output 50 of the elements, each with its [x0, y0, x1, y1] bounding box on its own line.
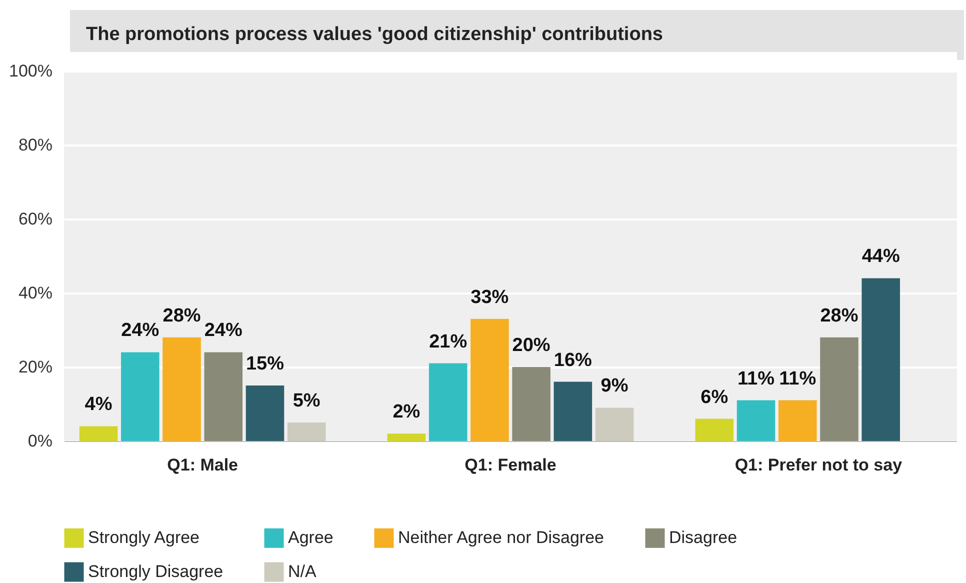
data-label: 21% — [429, 331, 468, 352]
bar — [287, 422, 326, 441]
data-label: 2% — [392, 402, 420, 423]
data-label: 5% — [292, 390, 320, 412]
chart-title: The promotions process values 'good citizenship' contributions — [70, 10, 964, 60]
data-label: 4% — [84, 394, 112, 416]
bar — [512, 367, 550, 441]
bar — [595, 408, 634, 441]
data-label: 44% — [862, 246, 900, 268]
bar — [554, 382, 592, 441]
legend-label: Neither Agree nor Disagree — [398, 528, 604, 548]
bar — [862, 278, 900, 441]
y-tick-label: 0% — [28, 432, 52, 450]
bar — [387, 434, 426, 441]
y-tick-label: 60% — [18, 210, 52, 228]
bar — [121, 352, 160, 441]
y-tick-label: 20% — [18, 358, 52, 376]
legend-label: Agree — [288, 528, 334, 548]
x-tick-label: Q1: Prefer not to say — [734, 456, 903, 474]
data-label: 33% — [470, 286, 509, 308]
bar — [820, 337, 858, 441]
legend-label: Disagree — [669, 528, 738, 548]
data-label: 9% — [600, 376, 628, 397]
data-label: 24% — [121, 320, 160, 342]
legend-label: N/A — [288, 562, 317, 581]
y-tick-label: 80% — [18, 136, 52, 154]
bar — [204, 352, 243, 441]
y-tick-label: 40% — [18, 284, 52, 302]
bar — [778, 400, 817, 441]
data-label: 16% — [554, 350, 592, 371]
data-label: 11% — [779, 368, 816, 390]
legend-label: Strongly Agree — [88, 528, 200, 548]
bar — [470, 318, 509, 441]
data-label: 28% — [820, 305, 858, 326]
data-label: 20% — [512, 335, 550, 356]
data-label: 6% — [700, 386, 728, 408]
legend-label: Strongly Disagree — [88, 562, 224, 581]
data-label: 28% — [162, 305, 201, 326]
bar — [428, 363, 468, 441]
x-tick-label: Q1: Female — [464, 456, 556, 474]
data-label: 15% — [246, 354, 284, 374]
bar — [79, 426, 118, 441]
data-label: 24% — [204, 320, 242, 342]
bar — [246, 386, 284, 441]
bar — [695, 418, 734, 441]
data-label: 11% — [738, 368, 775, 390]
bar — [736, 400, 776, 441]
y-tick-label: 100% — [9, 62, 52, 80]
x-tick-label: Q1: Male — [167, 456, 238, 474]
bar — [162, 337, 201, 441]
